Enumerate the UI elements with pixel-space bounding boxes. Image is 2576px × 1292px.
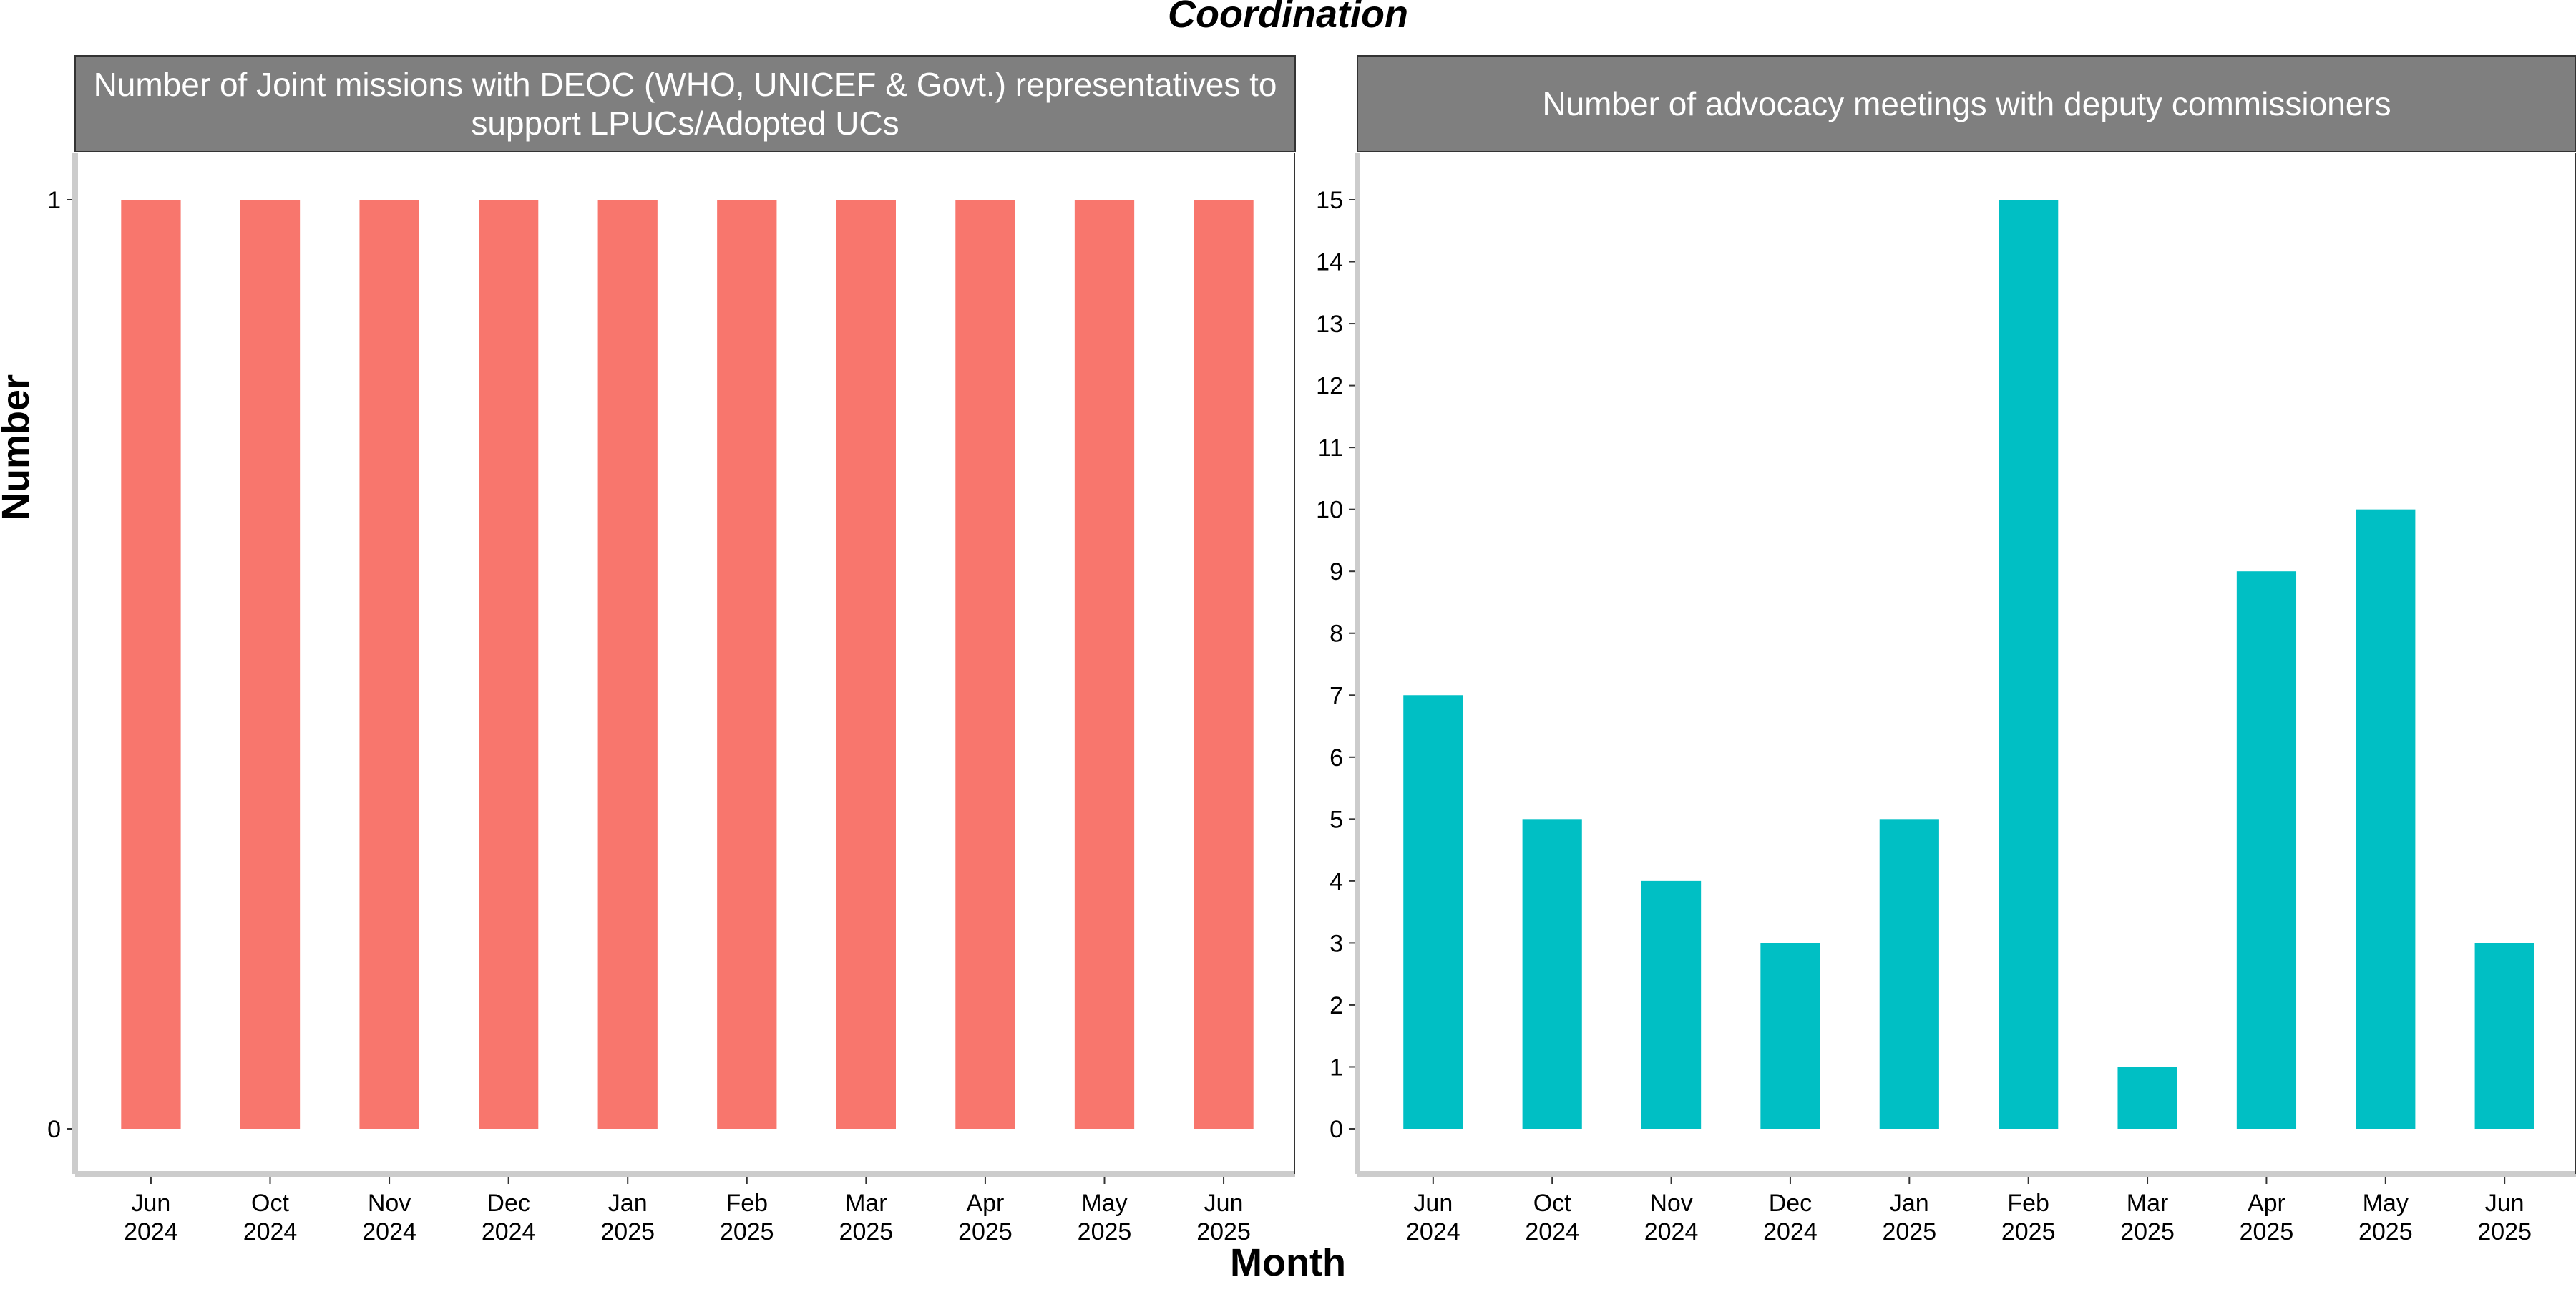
x-tick-label: 2024 [1406,1218,1460,1245]
x-tick-label: 2024 [1644,1218,1699,1245]
y-tick-label: 5 [1330,806,1343,833]
panel-2: Number of advocacy meetings with deputy … [1316,55,2576,1245]
bar-oct-2024 [240,200,301,1129]
facet-strip-label: support LPUCs/Adopted UCs [471,105,899,142]
x-tick-label: 2024 [1525,1218,1579,1245]
bar-feb-2025 [1999,200,2059,1129]
x-tick-label: 2024 [1763,1218,1818,1245]
x-tick-label: 2025 [2120,1218,2175,1245]
y-tick-label: 1 [47,187,61,214]
x-tick-label: 2025 [720,1218,774,1245]
facet-strip [1357,55,2576,152]
x-tick-label: Apr [2248,1190,2285,1217]
facet-strip-label: Number of Joint missions with DEOC (WHO,… [94,66,1277,103]
x-tick-label: 2025 [1882,1218,1936,1245]
y-tick-label: 4 [1330,868,1343,895]
x-tick-label: 2024 [362,1218,416,1245]
bar-oct-2024 [1522,819,1582,1129]
y-tick-label: 13 [1316,311,1343,338]
y-tick-label: 11 [1318,434,1343,462]
x-tick-label: 2025 [1078,1218,1132,1245]
x-tick-label: 2025 [2477,1218,2532,1245]
bar-apr-2025 [2236,571,2297,1129]
x-tick-label: 2025 [839,1218,894,1245]
bar-jun-2024 [121,200,181,1129]
x-tick-label: 2025 [2358,1218,2413,1245]
x-axis-label: Month [1230,1241,1346,1284]
y-tick-label: 0 [47,1116,61,1143]
bar-jun-2025 [1194,200,1254,1129]
x-tick-label: Dec [487,1190,530,1217]
facet-strip-label: Number of advocacy meetings with deputy … [1542,85,2391,122]
x-tick-label: 2024 [243,1218,298,1245]
y-axis-label: Number [0,374,37,520]
x-tick-label: Oct [1533,1190,1571,1217]
chart-title: Coordination [1168,0,1408,36]
y-tick-label: 2 [1330,992,1343,1019]
x-tick-label: 2024 [124,1218,178,1245]
bar-mar-2025 [836,200,896,1129]
x-tick-label: Jan [608,1190,648,1217]
y-tick-label: 14 [1316,249,1343,276]
bar-jun-2025 [2474,943,2534,1129]
x-tick-label: 2025 [958,1218,1013,1245]
facet-strip [74,55,1296,152]
y-tick-label: 1 [1330,1054,1343,1081]
bar-nov-2024 [1641,880,1702,1129]
bar-may-2025 [1074,200,1135,1129]
x-tick-label: Nov [368,1190,411,1217]
x-tick-label: 2025 [2001,1218,2056,1245]
x-tick-label: Jun [1204,1190,1244,1217]
x-tick-label: Oct [251,1190,289,1217]
x-tick-label: Apr [966,1190,1004,1217]
x-tick-label: Jun [132,1190,171,1217]
y-tick-label: 15 [1316,187,1343,214]
y-tick-label: 0 [1330,1116,1343,1143]
bar-mar-2025 [2117,1067,2177,1129]
x-tick-label: Mar [2127,1190,2169,1217]
x-tick-label: May [1081,1190,1127,1217]
bar-jan-2025 [1879,819,1939,1129]
x-tick-label: Jan [1890,1190,1929,1217]
bar-apr-2025 [955,200,1015,1129]
x-tick-label: Feb [2007,1190,2049,1217]
y-tick-label: 6 [1330,744,1343,772]
x-tick-label: 2025 [1196,1218,1251,1245]
panel-1: Number of Joint missions with DEOC (WHO,… [47,55,1296,1245]
y-tick-label: 9 [1330,558,1343,586]
x-tick-label: May [2363,1190,2409,1217]
y-tick-label: 8 [1330,621,1343,648]
x-tick-label: Dec [1769,1190,1812,1217]
x-tick-label: Nov [1649,1190,1692,1217]
bar-dec-2024 [479,200,539,1129]
y-tick-label: 7 [1330,682,1343,709]
bar-dec-2024 [1760,943,1820,1129]
bar-may-2025 [2356,509,2416,1129]
y-tick-label: 12 [1316,373,1343,400]
x-tick-label: Feb [726,1190,768,1217]
x-tick-label: Jun [1413,1190,1453,1217]
x-tick-label: 2024 [482,1218,536,1245]
bar-jan-2025 [597,200,658,1129]
y-tick-label: 10 [1316,497,1343,524]
x-tick-label: Mar [845,1190,887,1217]
bar-jun-2024 [1403,695,1463,1129]
bar-nov-2024 [359,200,419,1129]
x-tick-label: 2025 [600,1218,655,1245]
x-tick-label: 2025 [2240,1218,2294,1245]
facet-panels: Number of Joint missions with DEOC (WHO,… [47,55,2576,1245]
y-tick-label: 3 [1330,930,1343,957]
x-tick-label: Jun [2485,1190,2524,1217]
bar-feb-2025 [717,200,777,1129]
